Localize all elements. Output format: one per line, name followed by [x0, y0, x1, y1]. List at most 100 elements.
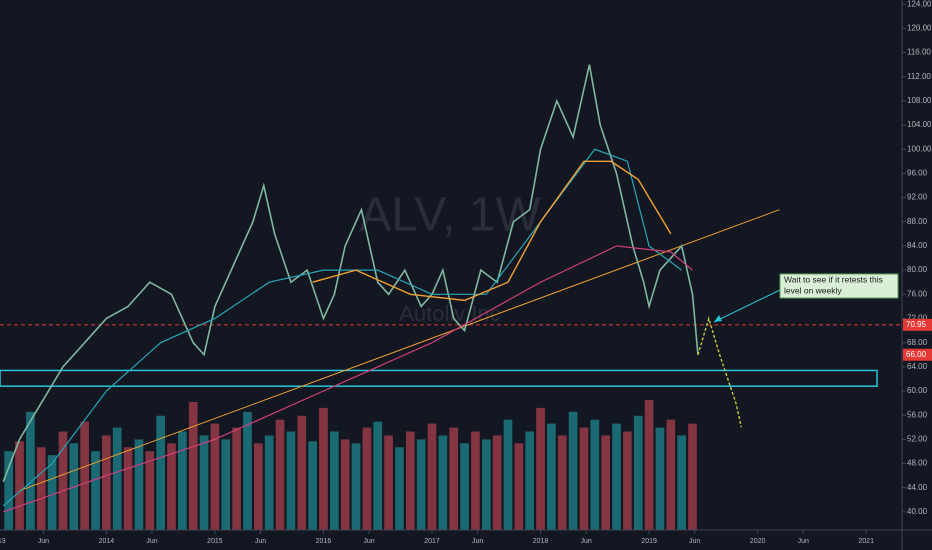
- volume-bar: [102, 435, 111, 530]
- y-tick-label: 48.00: [907, 459, 928, 468]
- volume-bar: [677, 435, 686, 530]
- volume-bar: [232, 427, 241, 530]
- volume-bar: [4, 451, 14, 530]
- volume-bar: [47, 455, 57, 530]
- x-tick-label: Jun: [363, 538, 374, 545]
- volume-bar: [460, 443, 469, 530]
- y-tick-label: 104.00: [907, 120, 932, 129]
- volume-bar: [134, 439, 144, 530]
- y-tick-label: 88.00: [907, 217, 928, 226]
- volume-bar: [329, 431, 339, 530]
- x-tick-label: Jun: [146, 538, 157, 545]
- volume-bar: [308, 441, 317, 530]
- volume-bar: [221, 439, 231, 530]
- y-tick-label: 84.00: [907, 241, 928, 250]
- annotation-text: Wait to see if it retests this: [784, 274, 883, 284]
- volume-bar: [384, 435, 393, 530]
- annotation-box: [779, 273, 899, 299]
- volume-bar: [666, 419, 676, 530]
- volume-bar: [123, 447, 133, 530]
- x-tick-label: Jun: [580, 538, 591, 545]
- annotation-text: level on weekly: [784, 285, 842, 295]
- x-tick-label: Jun: [38, 538, 49, 545]
- y-tick-label: 64.00: [907, 362, 928, 371]
- x-tick-label: 2020: [750, 538, 766, 545]
- price-series: [3, 245, 693, 513]
- volume-bar: [536, 407, 545, 530]
- y-tick-label: 44.00: [907, 483, 928, 492]
- y-tick-label: 72.00: [907, 314, 928, 323]
- volume-bar: [449, 427, 459, 530]
- volume-bar: [471, 431, 480, 530]
- volume-bar: [362, 427, 372, 530]
- x-tick-label: 2021: [858, 538, 874, 545]
- price-tag: [903, 348, 932, 361]
- volume-bar: [297, 415, 307, 530]
- volume-bar: [264, 435, 274, 530]
- y-tick-label: 76.00: [907, 289, 928, 298]
- volume-bar: [644, 400, 654, 530]
- volume-bar: [91, 451, 100, 530]
- y-tick-label: 80.00: [907, 265, 928, 274]
- volume-bar: [427, 423, 437, 530]
- volume-bar: [351, 443, 361, 530]
- volume-bar: [243, 411, 252, 530]
- volume-bar: [633, 415, 643, 530]
- volume-bar: [590, 419, 600, 530]
- x-tick-label: Jun: [255, 538, 266, 545]
- volume-bar: [15, 441, 24, 530]
- x-tick-label: 2013: [0, 538, 6, 545]
- x-tick-label: 2015: [207, 538, 223, 545]
- y-tick-label: 120.00: [907, 24, 932, 33]
- volume-bar: [623, 431, 632, 530]
- volume-bar: [199, 435, 209, 530]
- x-tick-label: 2017: [424, 538, 440, 545]
- volume-bar: [145, 451, 155, 530]
- price-series: [2, 148, 683, 507]
- volume-bar: [188, 401, 198, 530]
- x-tick-label: 2019: [641, 538, 657, 545]
- volume-bar: [178, 431, 187, 530]
- x-tick-label: Jun: [689, 538, 700, 545]
- x-tick-label: Jun: [798, 538, 809, 545]
- x-tick-label: 2014: [99, 538, 115, 545]
- volume-bar: [395, 447, 404, 530]
- y-tick-label: 56.00: [907, 410, 928, 419]
- y-tick-label: 68.00: [907, 338, 928, 347]
- volume-bar: [405, 431, 415, 530]
- volume-bar: [655, 427, 665, 530]
- volume-bar: [156, 415, 165, 530]
- volume-bar: [58, 431, 68, 530]
- y-tick-label: 116.00: [907, 48, 931, 57]
- volume-bar: [167, 443, 176, 530]
- volume-bar: [547, 423, 556, 530]
- volume-bar: [80, 421, 90, 530]
- volume-bar: [210, 423, 220, 530]
- volume-bar: [438, 435, 448, 530]
- volume-bar: [416, 439, 426, 530]
- price-tag: [903, 318, 932, 331]
- y-tick-label: 124.00: [907, 0, 932, 8]
- volume-bar: [112, 427, 122, 530]
- annotation-arrow: [713, 289, 781, 323]
- volume-bar: [557, 435, 567, 530]
- price-tag-label: 66.00: [906, 350, 927, 359]
- volume-bar: [503, 419, 513, 530]
- price-series: [697, 316, 743, 428]
- volume-bar: [319, 407, 328, 530]
- volume-bar: [492, 435, 502, 530]
- volume-bar: [579, 427, 589, 530]
- price-tag-label: 70.95: [906, 320, 927, 329]
- y-tick-label: 100.00: [907, 144, 932, 153]
- volume-bar: [525, 431, 535, 530]
- volume-bar: [568, 411, 578, 530]
- volume-bar: [340, 439, 350, 530]
- volume-bar: [26, 411, 35, 530]
- x-tick-label: 2018: [533, 538, 549, 545]
- volume-bar: [253, 443, 263, 530]
- volume-bar: [275, 419, 285, 530]
- y-tick-label: 60.00: [907, 386, 928, 395]
- volume-bar: [286, 431, 296, 530]
- price-series: [2, 64, 699, 482]
